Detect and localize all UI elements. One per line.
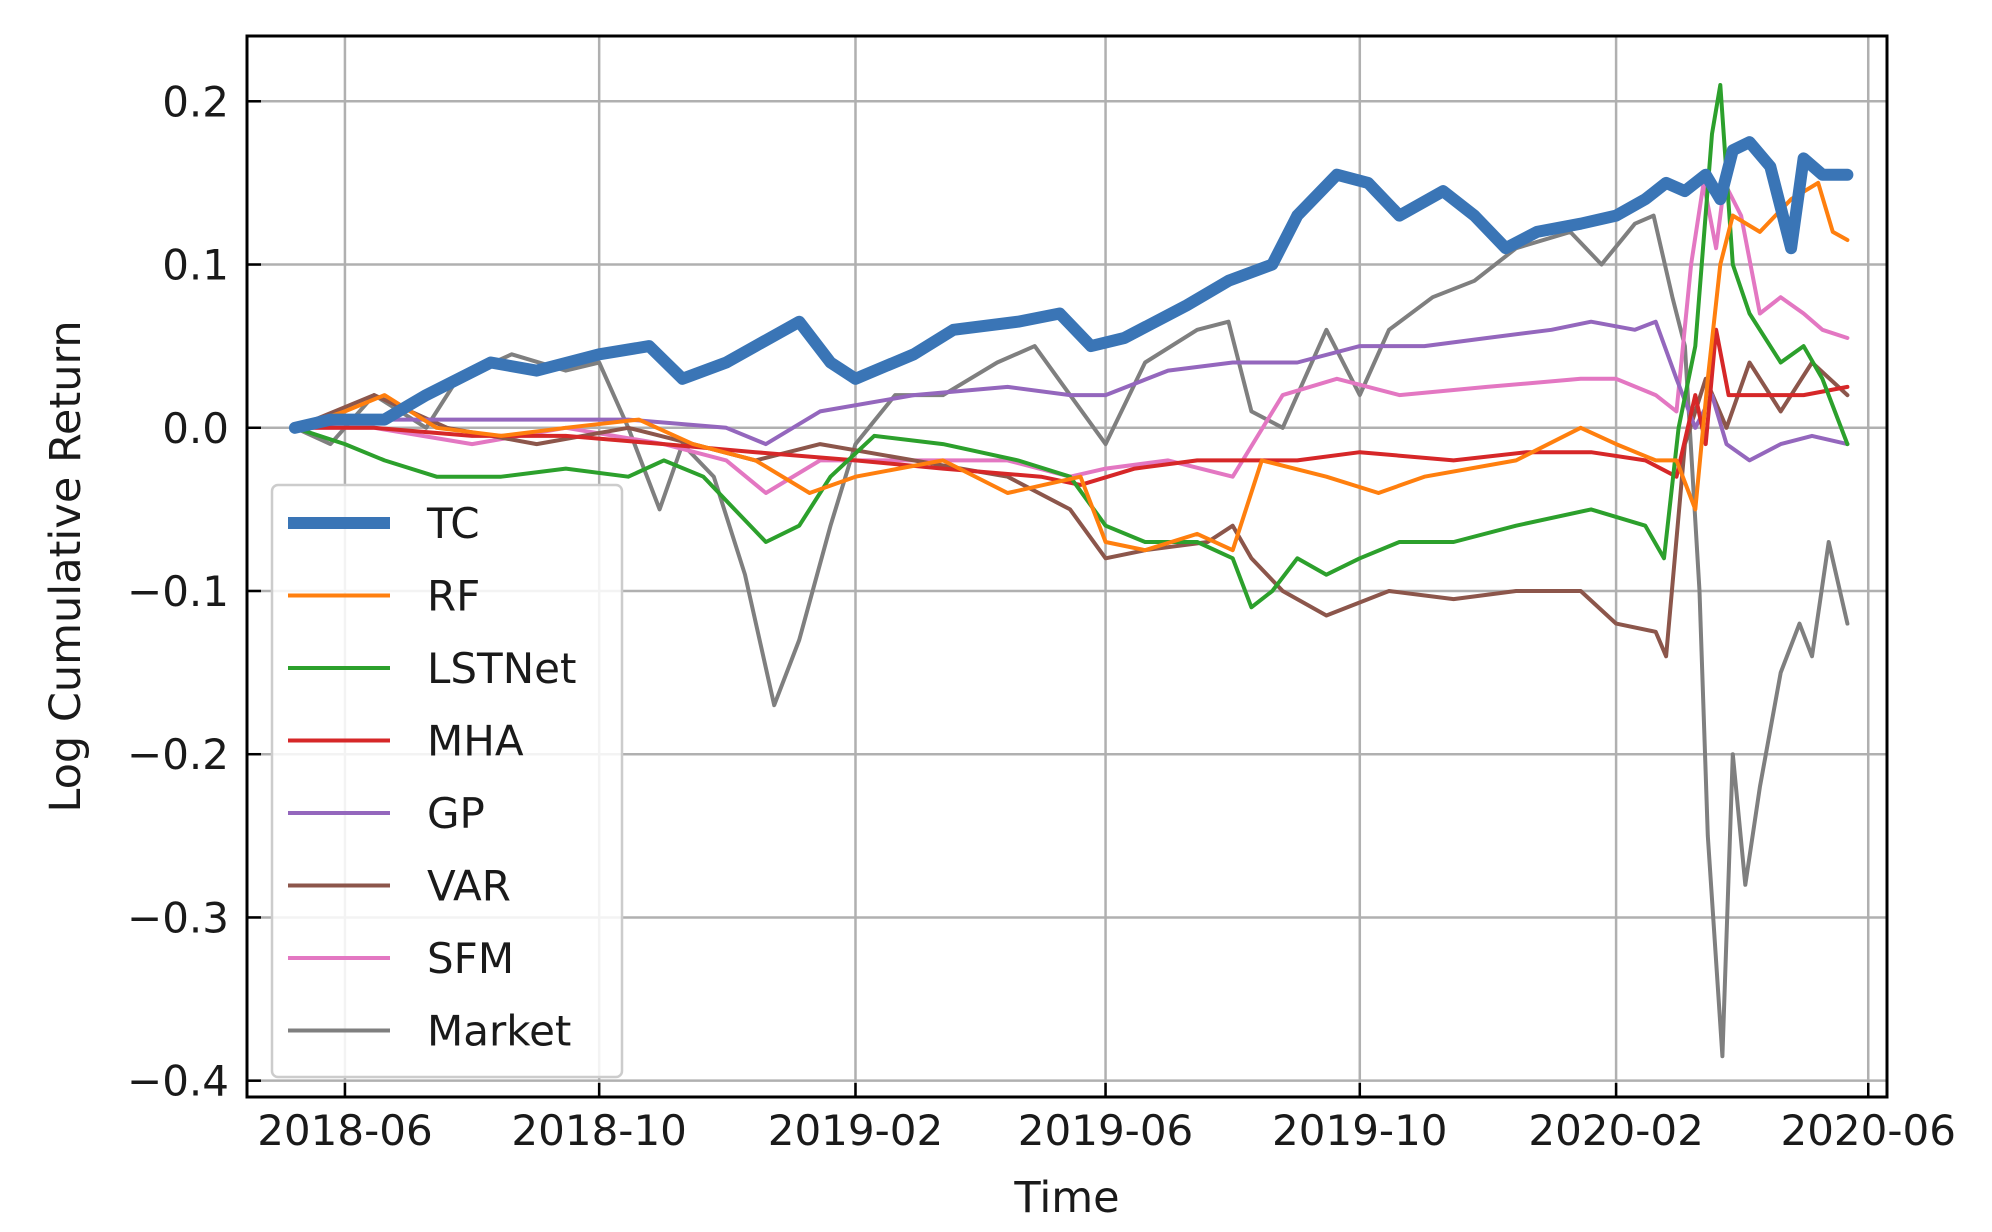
series-line-rf [292,180,1850,553]
legend-box [270,483,624,1079]
axis-ticks: 2018-06 2018-10 2019-02 2019-06 2019-10 2020-… [127,77,1956,1155]
legend-label-mha: MHA [427,717,524,766]
legend-label-rf: RF [427,572,480,621]
y-tick-label: −0.3 [127,893,229,942]
series-line-sfm [292,180,1850,495]
x-tick-label: 2019-06 [1018,1106,1194,1155]
y-tick-label: 0.2 [162,77,229,126]
x-tick-label: 2019-10 [1272,1106,1448,1155]
plot-frame [245,34,1889,1099]
legend-label-var: VAR [427,862,511,911]
y-tick-label: −0.2 [127,730,229,779]
x-tick-label: 2020-02 [1528,1106,1704,1155]
y-axis-title: Log Cumulative Return [41,320,91,812]
series-line-market [292,213,1850,1059]
series-line-gp [292,319,1850,463]
x-tick-label: 2020-06 [1780,1106,1956,1155]
x-tick-label: 2018-10 [511,1106,687,1155]
x-tick-label: 2018-06 [257,1106,433,1155]
legend: TC RF LSTNet MHA GP VAR SFM Market [270,483,624,1079]
y-tick-label: 0.0 [162,404,229,453]
series-line-mha [292,327,1850,487]
y-tick-label: −0.1 [127,567,229,616]
x-tick-label: 2019-02 [768,1106,944,1155]
grid [247,36,1887,1097]
x-axis-title: Time [1013,1173,1119,1223]
y-tick-label: 0.1 [162,241,229,290]
legend-label-tc: TC [426,499,480,548]
legend-label-gp: GP [427,789,485,838]
series-line-tc [288,136,1854,434]
series-line-lstnet [292,83,1850,610]
legend-label-market: Market [427,1007,571,1056]
legend-label-lstnet: LSTNet [427,644,576,693]
legend-label-sfm: SFM [427,934,514,983]
series-lines [288,83,1854,1059]
y-tick-label: −0.4 [127,1057,229,1106]
